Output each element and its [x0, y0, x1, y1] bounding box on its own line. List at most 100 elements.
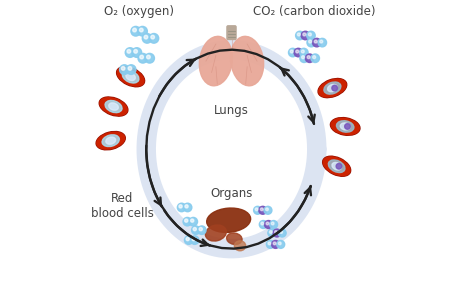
Circle shape: [198, 226, 206, 234]
Circle shape: [297, 33, 300, 36]
Circle shape: [303, 33, 306, 36]
Ellipse shape: [331, 118, 359, 135]
Circle shape: [139, 28, 143, 32]
Circle shape: [186, 237, 189, 241]
Circle shape: [313, 56, 316, 59]
Circle shape: [273, 242, 276, 245]
Ellipse shape: [226, 233, 242, 245]
Circle shape: [254, 206, 262, 214]
Circle shape: [264, 220, 272, 228]
Circle shape: [296, 50, 299, 53]
Circle shape: [266, 222, 269, 225]
Circle shape: [190, 236, 199, 245]
Ellipse shape: [199, 36, 232, 86]
Text: O₂ (oxygen): O₂ (oxygen): [104, 5, 174, 18]
Circle shape: [192, 226, 200, 234]
Circle shape: [134, 49, 138, 53]
Circle shape: [191, 219, 194, 222]
Circle shape: [344, 124, 350, 129]
Circle shape: [336, 163, 342, 169]
Circle shape: [300, 48, 308, 57]
Ellipse shape: [323, 156, 350, 176]
Circle shape: [301, 50, 304, 53]
Ellipse shape: [96, 131, 125, 150]
Ellipse shape: [117, 67, 144, 87]
Circle shape: [261, 222, 263, 225]
Circle shape: [151, 35, 155, 39]
Circle shape: [307, 38, 315, 47]
Ellipse shape: [206, 225, 226, 241]
Circle shape: [128, 67, 132, 70]
Circle shape: [183, 217, 192, 226]
Text: Red
blood cells: Red blood cells: [91, 192, 154, 220]
Circle shape: [295, 31, 304, 40]
Circle shape: [199, 228, 202, 231]
Circle shape: [121, 67, 125, 70]
Circle shape: [268, 229, 276, 237]
Ellipse shape: [231, 36, 264, 86]
Ellipse shape: [328, 160, 345, 172]
Circle shape: [192, 237, 195, 241]
Circle shape: [119, 65, 129, 74]
Ellipse shape: [126, 73, 135, 81]
Ellipse shape: [100, 98, 127, 115]
Circle shape: [145, 53, 155, 63]
Circle shape: [185, 219, 188, 222]
Circle shape: [290, 50, 293, 53]
Ellipse shape: [328, 84, 337, 92]
Ellipse shape: [102, 135, 119, 147]
Circle shape: [273, 229, 281, 237]
Circle shape: [309, 40, 312, 43]
Ellipse shape: [319, 79, 346, 97]
Circle shape: [294, 48, 302, 57]
Circle shape: [314, 40, 317, 43]
Circle shape: [320, 40, 323, 43]
Circle shape: [268, 242, 271, 245]
Circle shape: [280, 231, 282, 233]
Ellipse shape: [324, 82, 341, 94]
Circle shape: [266, 208, 269, 211]
Circle shape: [138, 26, 147, 36]
Ellipse shape: [99, 97, 128, 116]
Circle shape: [269, 220, 278, 228]
Circle shape: [255, 208, 258, 211]
Ellipse shape: [122, 70, 139, 83]
Circle shape: [277, 241, 285, 248]
Circle shape: [301, 31, 310, 40]
Circle shape: [147, 55, 150, 59]
Circle shape: [272, 241, 280, 248]
Ellipse shape: [97, 132, 125, 149]
Circle shape: [266, 241, 275, 248]
Circle shape: [189, 217, 198, 226]
Text: CO₂ (carbon dioxide): CO₂ (carbon dioxide): [253, 5, 375, 18]
Circle shape: [301, 56, 305, 59]
Circle shape: [259, 220, 267, 228]
Circle shape: [306, 54, 314, 63]
Circle shape: [142, 34, 152, 43]
Circle shape: [126, 65, 136, 74]
Ellipse shape: [332, 162, 341, 170]
Circle shape: [278, 229, 286, 237]
Circle shape: [288, 48, 297, 57]
Circle shape: [313, 38, 321, 47]
Circle shape: [271, 222, 274, 225]
Circle shape: [307, 31, 315, 40]
Circle shape: [300, 54, 308, 63]
Circle shape: [275, 231, 277, 233]
Ellipse shape: [318, 79, 347, 98]
Ellipse shape: [337, 121, 354, 132]
Ellipse shape: [323, 157, 350, 176]
Circle shape: [318, 38, 326, 47]
Circle shape: [144, 35, 148, 39]
Circle shape: [269, 231, 272, 233]
Circle shape: [177, 203, 186, 212]
Circle shape: [138, 53, 148, 63]
Ellipse shape: [105, 100, 122, 113]
Circle shape: [259, 206, 267, 214]
Text: Lungs: Lungs: [214, 104, 249, 117]
Circle shape: [131, 26, 141, 36]
Circle shape: [264, 206, 272, 214]
Circle shape: [184, 236, 193, 245]
Circle shape: [260, 208, 263, 211]
Ellipse shape: [109, 103, 119, 110]
